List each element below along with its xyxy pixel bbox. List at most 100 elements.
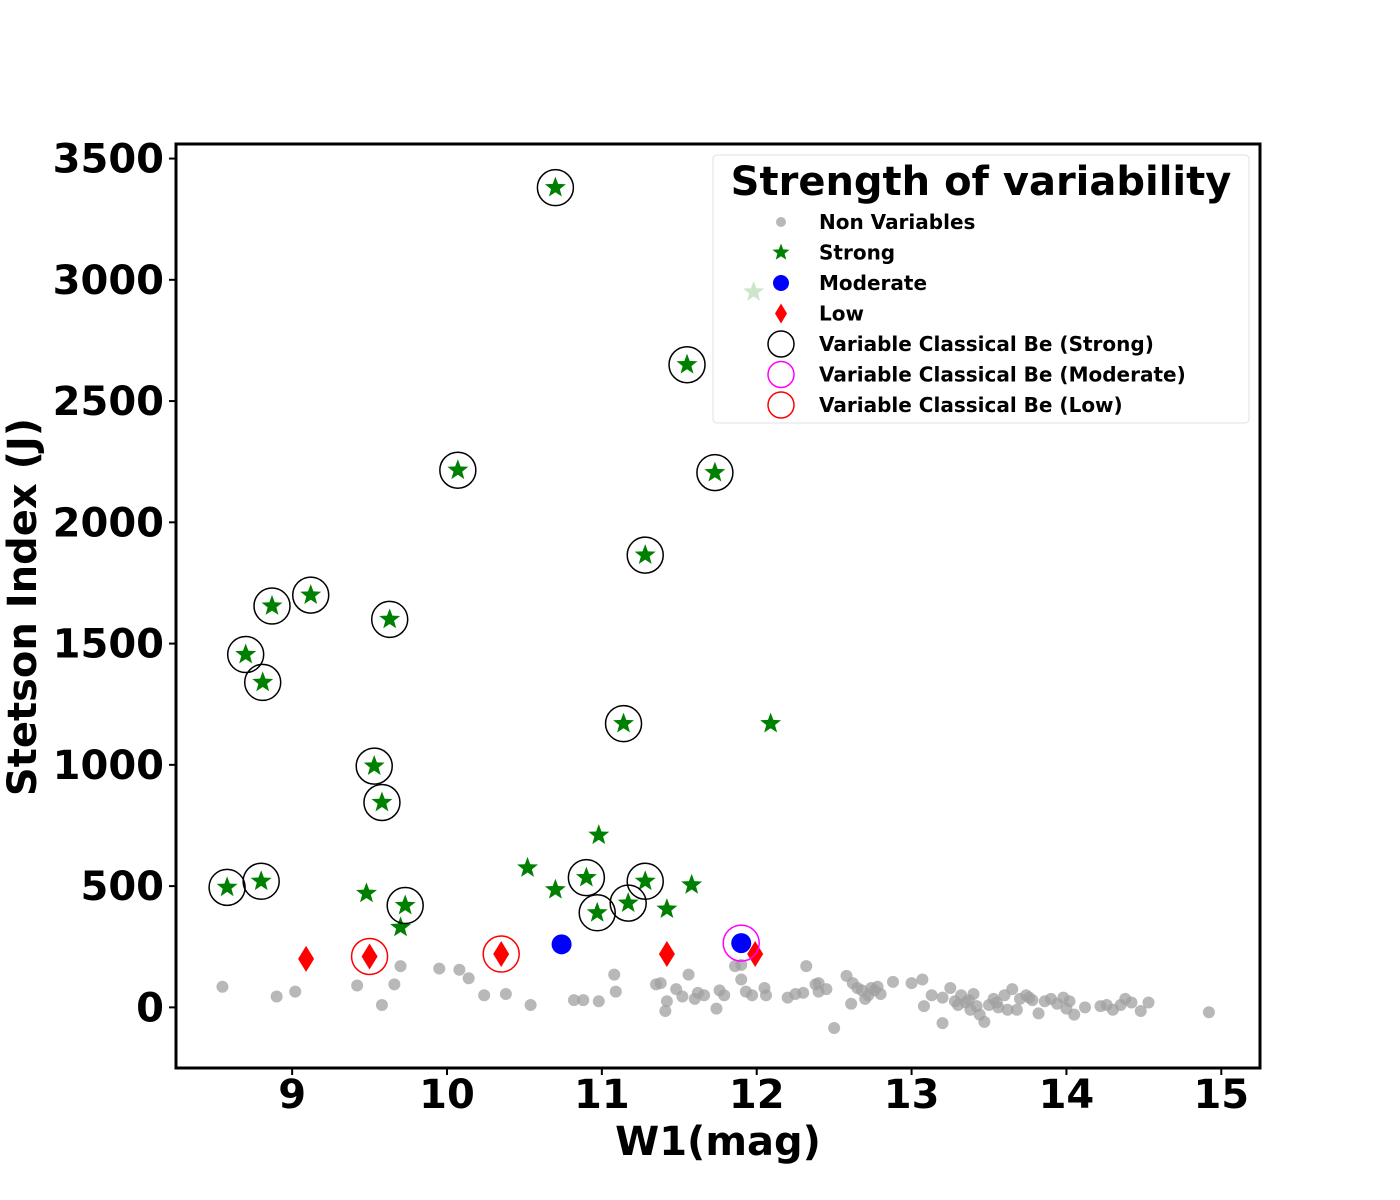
non-variable-point [936,1017,949,1030]
non-variable-point [609,985,622,998]
non-variable-point [710,1002,723,1015]
non-variable-point [375,998,388,1011]
non-variable-point [917,1000,930,1013]
be-strong-ring [604,704,643,743]
legend-marker-be-moderate [767,360,795,389]
strong-point [575,866,597,887]
be-strong-ring [626,536,664,574]
non-variable-point [905,977,918,990]
non-variable-point [270,990,283,1003]
legend-box [712,154,1250,424]
be-strong-ring [363,783,401,822]
non-variable-point [800,960,813,973]
be-strong-ring [291,576,330,614]
non-variable-point [760,989,773,1002]
chart-marks [208,168,1215,1034]
x-tick-label: 10 [419,1072,475,1118]
non-variable-point [676,990,689,1003]
be-moderate-ring [722,924,760,962]
non-variable-point [524,998,537,1011]
strong-point [634,544,656,564]
low-point [658,941,675,968]
non-variable-point [1032,1007,1045,1020]
strong-point [216,876,238,897]
non-variable-point [660,995,673,1008]
non-variable-point [992,1001,1005,1014]
non-variable-point [797,986,810,999]
be-strong-ring [253,587,291,625]
strong-point [379,608,401,629]
moderate-point [731,933,752,954]
strong-point [544,176,566,197]
strong-point [261,595,283,615]
strong-point [356,882,377,903]
legend-label: Variable Classical Be (Low) [819,393,1123,417]
y-tick-label: 3000 [53,258,164,304]
strong-point [613,712,634,733]
non-variable-point [874,988,887,1001]
non-variable-point [944,981,957,994]
be-strong-ring [226,635,265,674]
non-variable-point [925,989,938,1002]
y-tick-label: 1500 [53,622,164,668]
legend-marker-strong [772,243,790,260]
non-variable-point [746,989,759,1002]
strong-point [300,584,322,604]
non-variable-point [394,960,407,973]
x-tick-label: 14 [1039,1072,1095,1118]
be-strong-ring [370,600,409,639]
x-tick-label: 11 [574,1072,630,1118]
non-variable-point [735,973,748,986]
x-axis-ticks: 9 10 11 12 13 14 15 [278,1068,1249,1118]
x-axis-title: W1(mag) [615,1119,821,1165]
non-variable-point [388,978,401,991]
plot-area-frame [174,142,1262,1070]
legend-marker-be-low [767,391,795,419]
be-strong-ring [567,858,606,897]
strong-point [250,870,272,891]
low-point [361,943,378,970]
be-strong-ring [696,453,734,492]
strong-point [634,870,656,891]
legend-title: Strength of variability [731,159,1232,205]
non-variable-point [1010,1003,1023,1016]
non-variable-point [499,988,512,1001]
strong-point [681,873,703,894]
be-strong-ring [668,345,706,384]
non-variable-point [462,972,475,985]
non-variable-point [1063,995,1076,1008]
moderate-point [551,934,572,955]
non-variable-point [916,973,929,986]
strong-point [544,878,566,899]
non-variable-point [1006,983,1019,996]
y-tick-label: 3500 [53,137,164,183]
strong-point [656,898,678,919]
be-strong-ring [243,663,282,702]
non-variable-point [886,975,899,988]
non-variable-point [1202,1006,1215,1019]
be-strong-ring [626,862,664,901]
non-variable-point [1134,1005,1147,1018]
non-variable-point [567,994,580,1007]
non-variable-point [433,962,446,975]
strong-point [676,353,698,374]
strong-point [363,755,385,775]
y-tick-label: 2500 [53,379,164,425]
non-variable-point [351,979,364,992]
x-tick-label: 12 [729,1072,785,1118]
strong-point [394,894,416,915]
non-variable-point [820,983,833,996]
legend-marker-be-strong [767,330,795,358]
x-tick-label: 9 [278,1072,306,1118]
legend-label: Non Variables [819,210,975,234]
non-variable-point [718,989,731,1002]
strong-point [390,916,411,937]
non-variable-point [828,1021,841,1034]
non-variable-point [592,995,605,1008]
non-variable-point [478,989,491,1002]
y-axis-ticks: 0 500 1000 1500 2000 2500 3000 3500 [53,137,176,1031]
strong-point [588,824,610,845]
non-variable-point [1125,996,1138,1009]
strong-point [760,712,782,733]
